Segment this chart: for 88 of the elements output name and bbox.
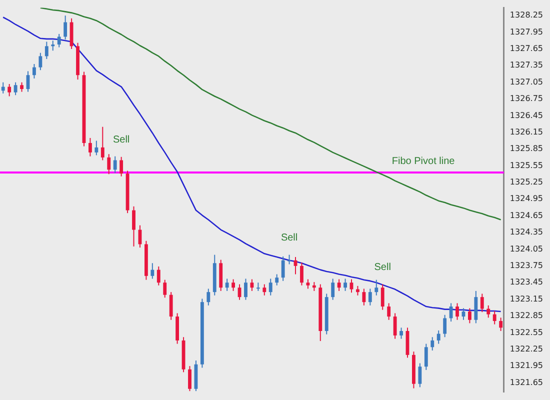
candlestick [113, 156, 117, 174]
y-tick-label: 1324.95 [510, 194, 544, 204]
candlestick [262, 284, 266, 296]
candlestick [300, 262, 304, 286]
candlestick [250, 278, 254, 292]
y-tick-label: 1324.65 [510, 210, 544, 220]
candlestick [44, 41, 48, 60]
candlestick [94, 140, 98, 156]
candlestick [486, 304, 490, 318]
y-tick-label: 1324.05 [510, 244, 544, 254]
ref-line-label: Fibo Pivot line [392, 156, 456, 168]
candlestick [492, 310, 496, 325]
candlestick [400, 327, 403, 340]
candlestick [188, 366, 192, 392]
candlestick [331, 278, 335, 300]
candlestick [380, 284, 384, 310]
candlestick [368, 288, 372, 306]
y-tick-label: 1322.85 [510, 311, 544, 320]
candlestick [468, 308, 472, 324]
candlestick [418, 362, 422, 388]
y-tick-label: 1324.35 [510, 228, 544, 237]
y-tick-label: 1325.85 [510, 144, 544, 154]
candlestick [350, 278, 354, 294]
y-tick-label: 1322.55 [510, 328, 544, 337]
candlestick [163, 279, 167, 298]
y-tick-label: 1326.75 [510, 94, 544, 104]
candlestick [424, 343, 428, 370]
y-tick-label: 1322.25 [510, 344, 544, 354]
text: Sell [374, 262, 391, 274]
y-tick-label: 1326.45 [510, 110, 544, 120]
candlestick [393, 312, 397, 340]
candlestick [374, 279, 378, 296]
candlestick [8, 84, 12, 97]
candlestick [436, 330, 440, 344]
candlestick [430, 336, 434, 351]
candlestick [337, 278, 341, 292]
candlestick [32, 63, 36, 79]
candlestick [64, 15, 68, 40]
y-tick-label: 1327.05 [510, 77, 544, 86]
y-tick-label: 1325.55 [510, 160, 544, 170]
candlestick [256, 282, 260, 292]
y-tick-label: 1328.25 [510, 10, 544, 20]
y-tick-label: 1323.75 [510, 261, 544, 270]
candlestick [20, 82, 24, 92]
y-tick-label: 1327.95 [510, 27, 544, 36]
candlestick [288, 254, 291, 265]
y-tick-label: 1321.95 [510, 361, 544, 370]
text: Sell [280, 232, 298, 244]
candlestick [244, 278, 248, 300]
candlestick [268, 278, 272, 296]
y-tick-label: 1323.15 [510, 294, 544, 304]
candlestick [88, 137, 92, 157]
candlestick [456, 302, 459, 320]
candlestick [38, 52, 42, 71]
candlestick [57, 33, 61, 48]
y-tick-label: 1323.45 [510, 278, 544, 287]
candlestick [176, 312, 180, 344]
candlestick [362, 288, 366, 306]
candlestick [169, 292, 173, 320]
candlestick [480, 293, 484, 313]
candlestick [1, 82, 5, 94]
candlestick [150, 262, 154, 280]
candlestick [132, 206, 136, 247]
candlestick [232, 278, 236, 292]
candlestick [344, 278, 347, 292]
y-tick-label: 1325.25 [510, 178, 544, 187]
candlestick [120, 156, 124, 177]
candlestick [474, 290, 478, 324]
y-tick-label: 1327.35 [510, 60, 544, 70]
candlestick [281, 256, 285, 282]
candlestick [156, 266, 160, 286]
candlestick [387, 302, 391, 320]
y-tick-label: 1321.65 [510, 378, 544, 387]
y-tick-label: 1326.15 [510, 127, 544, 136]
candlestick [499, 317, 503, 332]
candlestick [225, 278, 229, 292]
candlestick [14, 82, 18, 96]
text: Sell [112, 134, 130, 146]
candlestick [306, 278, 310, 290]
candlestick [356, 285, 360, 296]
candlestick [206, 288, 210, 306]
candlestick [443, 314, 447, 338]
candlestick [70, 18, 74, 50]
candlestick [51, 40, 55, 52]
candlestick [100, 126, 104, 161]
candlestick [107, 154, 111, 175]
y-tick-label: 1327.65 [510, 44, 544, 54]
candlestick [275, 274, 279, 286]
